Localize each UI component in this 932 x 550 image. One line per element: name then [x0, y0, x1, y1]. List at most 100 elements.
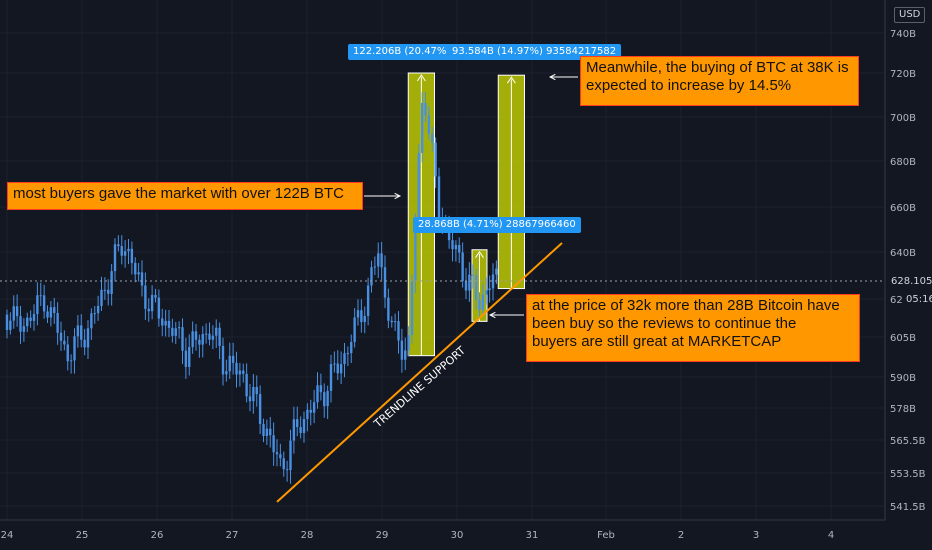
annotation-left[interactable]: most buyers gave the market with over 12… — [7, 182, 363, 210]
candle-body — [447, 226, 451, 241]
candle-body — [157, 297, 161, 319]
candle-body — [228, 355, 231, 372]
candle-body — [26, 317, 29, 327]
candle-body — [107, 289, 110, 294]
candle-body — [356, 310, 360, 318]
candle-body — [15, 306, 19, 317]
candle-body — [495, 268, 498, 275]
candle-body — [309, 409, 312, 413]
candle-body — [434, 142, 437, 177]
candle-body — [296, 419, 299, 428]
candle-body — [285, 469, 289, 471]
candle-body — [336, 363, 339, 374]
candle-body — [235, 362, 238, 375]
x-tick-label: 25 — [76, 530, 89, 541]
candle-body — [306, 409, 309, 420]
candle-body — [49, 307, 53, 318]
measure-arrowhead-m1 — [416, 74, 426, 82]
candle-body — [258, 394, 262, 424]
candle-body — [218, 327, 221, 346]
candle-body — [353, 317, 356, 342]
candle-body — [252, 386, 255, 402]
y-tick-label: 640B — [890, 248, 916, 259]
candle-body — [150, 294, 154, 312]
candle-body — [323, 392, 326, 407]
candles — [5, 92, 498, 484]
candle-body — [19, 316, 22, 332]
candle-body — [417, 152, 420, 220]
candle-body — [400, 340, 404, 360]
y-tick-label: 590B — [890, 373, 916, 384]
candle-body — [458, 244, 461, 253]
candle-body — [113, 244, 117, 272]
candle-body — [36, 295, 39, 315]
candle-body — [383, 267, 387, 298]
y-tick-label: 541.5B — [890, 502, 926, 513]
candle-body — [100, 289, 103, 306]
candle-body — [343, 353, 346, 365]
candle-body — [93, 313, 96, 315]
x-tick-label: 28 — [301, 530, 314, 541]
trendline-label: TRENDLINE SUPPORT — [371, 344, 468, 431]
annotation-bottom-right-line-3: buyers are still great at MARKETCAP — [532, 333, 782, 350]
candle-body — [299, 427, 302, 433]
y-tick-label: 720B — [890, 69, 916, 80]
candle-body — [360, 310, 363, 323]
y-tick-label: 700B — [890, 113, 916, 124]
candle-body — [390, 320, 393, 323]
candle-body — [110, 271, 113, 294]
currency-label[interactable]: USD — [894, 7, 926, 23]
candle-body — [474, 275, 478, 300]
candle-body — [437, 176, 441, 219]
arrow-left-annotation-head — [394, 192, 402, 200]
x-tick-label: 3 — [753, 530, 759, 541]
candle-body — [83, 339, 86, 348]
x-tick-label: 27 — [226, 530, 239, 541]
candle-body — [346, 353, 350, 355]
candle-body — [333, 363, 336, 365]
candle-body — [174, 328, 177, 336]
arrow-top-right-annotation-head — [548, 73, 556, 81]
candle-body — [255, 386, 258, 395]
candle-body — [471, 274, 474, 276]
candle-body — [201, 334, 204, 345]
candle-body — [393, 321, 397, 323]
candle-body — [326, 390, 329, 407]
candle-body — [397, 321, 400, 341]
candle-body — [478, 299, 481, 310]
annotation-top-right[interactable]: Meanwhile, the buying of BTC at 38K is e… — [580, 56, 859, 106]
candle-body — [329, 364, 333, 391]
candle-body — [123, 251, 127, 256]
candle-body — [319, 385, 323, 393]
annotation-bottom-right[interactable]: at the price of 32k more than 28B Bitcoi… — [526, 294, 860, 362]
candle-body — [9, 320, 12, 330]
candle-body — [427, 115, 431, 134]
candle-body — [366, 285, 370, 316]
candle-body — [377, 253, 380, 267]
candle-body — [204, 333, 208, 335]
candle-body — [312, 402, 316, 413]
candle-body — [454, 244, 458, 250]
candle-body — [407, 334, 410, 351]
candle-body — [5, 314, 9, 330]
y-tick-label: 578B — [890, 404, 916, 415]
candle-body — [215, 327, 218, 336]
candle-body — [127, 248, 130, 252]
x-axis-ticks: 24 25 26 27 28 29 30 31 Feb 2 3 4 — [1, 530, 835, 541]
candle-body — [231, 355, 235, 363]
current-price-tag: 628.105B — [887, 274, 932, 290]
measure-arrowhead-m3 — [475, 250, 484, 259]
candle-body — [211, 335, 215, 340]
candle-body — [461, 252, 464, 282]
x-tick-label: 30 — [451, 530, 464, 541]
candle-body — [350, 341, 353, 354]
candle-body — [265, 428, 269, 436]
trendline-support — [276, 242, 563, 503]
candle-body — [302, 419, 306, 433]
annotation-top-right-line-1: Meanwhile, the buying of BTC at 38K is — [586, 59, 849, 76]
candle-body — [410, 281, 414, 335]
candle-body — [194, 331, 198, 340]
x-tick-label: 26 — [151, 530, 164, 541]
